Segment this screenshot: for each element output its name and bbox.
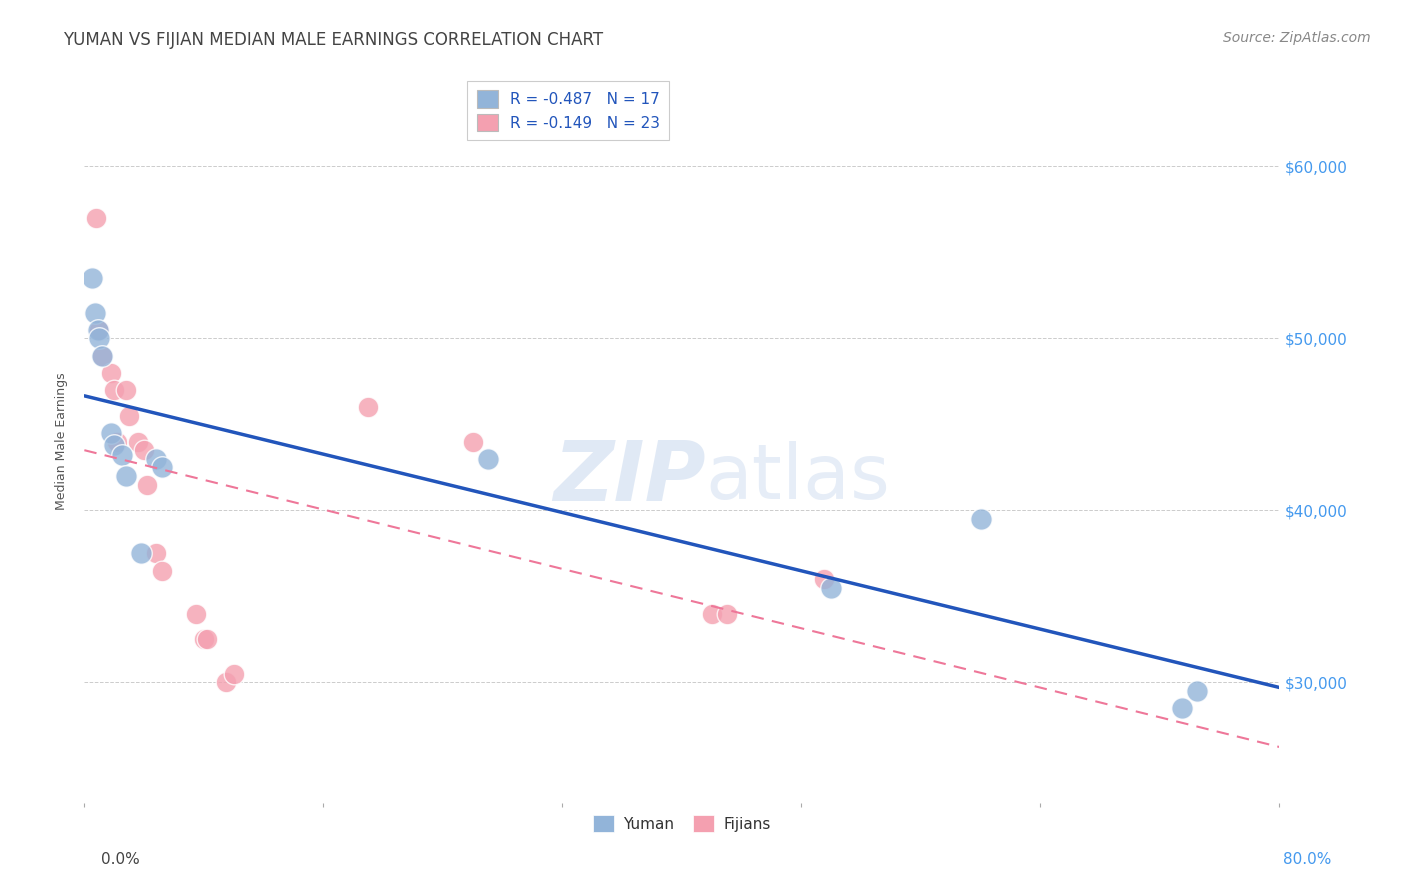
Point [1187, 684, 1209, 698]
Point [136, 477, 159, 491]
Point [89, 331, 111, 345]
Point [132, 443, 156, 458]
Point [115, 469, 138, 483]
Point [91, 349, 114, 363]
Point [970, 512, 993, 526]
Point [86, 211, 108, 225]
Text: 80.0%: 80.0% [1284, 852, 1331, 867]
Point [127, 434, 149, 449]
Point [145, 451, 167, 466]
Point [193, 632, 215, 647]
Text: 0.0%: 0.0% [101, 852, 141, 867]
Point [80, 271, 103, 285]
Text: YUMAN VS FIJIAN MEDIAN MALE EARNINGS CORRELATION CHART: YUMAN VS FIJIAN MEDIAN MALE EARNINGS COR… [63, 31, 603, 49]
Point [129, 546, 152, 560]
Point [150, 564, 173, 578]
Legend: Yuman, Fijians: Yuman, Fijians [586, 809, 778, 838]
Point [186, 607, 208, 621]
Point [103, 438, 125, 452]
Point [222, 666, 245, 681]
Point [100, 425, 122, 440]
Y-axis label: Median Male Earnings: Median Male Earnings [55, 373, 69, 510]
Point [115, 383, 138, 397]
Point [83, 305, 105, 319]
Point [813, 572, 835, 586]
Point [461, 434, 484, 449]
Point [87, 323, 110, 337]
Point [100, 366, 122, 380]
Point [716, 607, 738, 621]
Point [700, 607, 723, 621]
Point [150, 460, 173, 475]
Text: Source: ZipAtlas.com: Source: ZipAtlas.com [1223, 31, 1371, 45]
Text: atlas: atlas [706, 441, 890, 515]
Point [105, 434, 128, 449]
Point [477, 451, 499, 466]
Point [89, 323, 111, 337]
Point [145, 546, 167, 560]
Point [1171, 701, 1194, 715]
Point [195, 632, 218, 647]
Point [111, 448, 134, 462]
Point [215, 675, 238, 690]
Point [357, 400, 380, 414]
Point [118, 409, 141, 423]
Point [91, 349, 114, 363]
Point [820, 581, 842, 595]
Point [103, 383, 125, 397]
Text: ZIP: ZIP [553, 437, 706, 518]
